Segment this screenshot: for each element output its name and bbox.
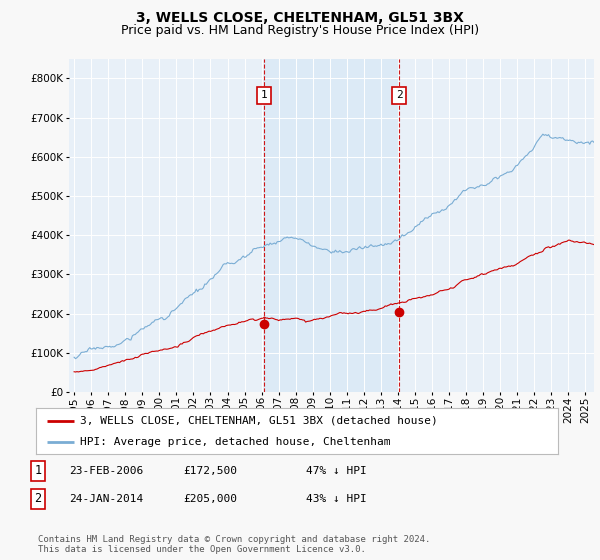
Text: Contains HM Land Registry data © Crown copyright and database right 2024.
This d: Contains HM Land Registry data © Crown c… [38, 535, 430, 554]
Text: £172,500: £172,500 [183, 466, 237, 476]
Text: 2: 2 [396, 91, 403, 100]
Text: 1: 1 [34, 464, 41, 478]
Text: Price paid vs. HM Land Registry's House Price Index (HPI): Price paid vs. HM Land Registry's House … [121, 24, 479, 36]
Text: 47% ↓ HPI: 47% ↓ HPI [306, 466, 367, 476]
Text: 3, WELLS CLOSE, CHELTENHAM, GL51 3BX: 3, WELLS CLOSE, CHELTENHAM, GL51 3BX [136, 11, 464, 25]
Text: 1: 1 [261, 91, 268, 100]
Text: 3, WELLS CLOSE, CHELTENHAM, GL51 3BX (detached house): 3, WELLS CLOSE, CHELTENHAM, GL51 3BX (de… [80, 416, 438, 426]
Text: 2: 2 [34, 492, 41, 506]
Text: 43% ↓ HPI: 43% ↓ HPI [306, 494, 367, 504]
Text: £205,000: £205,000 [183, 494, 237, 504]
Text: 23-FEB-2006: 23-FEB-2006 [69, 466, 143, 476]
Text: 24-JAN-2014: 24-JAN-2014 [69, 494, 143, 504]
Text: HPI: Average price, detached house, Cheltenham: HPI: Average price, detached house, Chel… [80, 437, 391, 447]
Bar [264, 59, 399, 392]
